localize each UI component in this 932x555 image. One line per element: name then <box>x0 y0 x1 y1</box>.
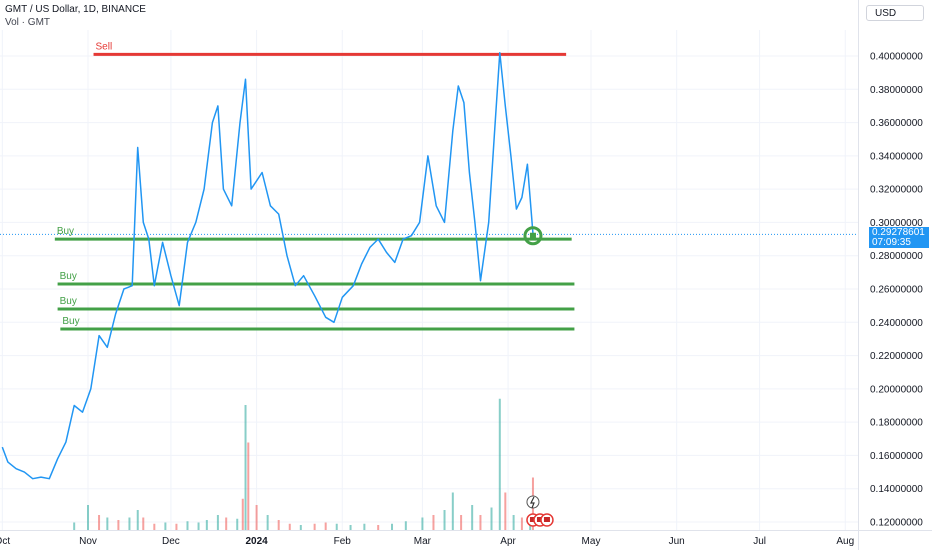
volume-bar <box>479 515 481 530</box>
volume-bar <box>421 518 423 531</box>
y-tick-label: 0.28000000 <box>870 251 923 262</box>
volume-bar <box>198 523 200 531</box>
volume-bar <box>325 523 327 531</box>
volume-bar <box>521 518 523 531</box>
volume-bar <box>513 515 515 530</box>
x-tick-label: Apr <box>500 536 516 547</box>
price-series-line <box>2 53 533 479</box>
volume-bar <box>206 520 208 530</box>
volume-bar <box>504 493 506 531</box>
volume-bar <box>236 519 238 530</box>
volume-bar <box>242 499 244 530</box>
volume-bar <box>175 524 177 530</box>
sell-label: Sell <box>96 41 113 52</box>
grid-layer <box>0 30 858 530</box>
volume-bar <box>245 405 247 530</box>
volume-bar <box>336 524 338 530</box>
volume-bar <box>377 525 379 530</box>
volume-bar <box>432 515 434 530</box>
y-tick-label: 0.24000000 <box>870 318 923 329</box>
volume-bar <box>98 515 100 530</box>
x-tick-label: Aug <box>836 536 854 547</box>
volume-bar <box>142 518 144 531</box>
y-tick-label: 0.36000000 <box>870 118 923 129</box>
volume-bar <box>499 399 501 530</box>
buy-label: Buy <box>57 226 74 237</box>
x-tick-label: 2024 <box>245 536 268 547</box>
y-tick-label: 0.20000000 <box>870 384 923 395</box>
y-tick-label: 0.40000000 <box>870 52 923 63</box>
y-tick-label: 0.18000000 <box>870 418 923 429</box>
volume-bar <box>186 521 188 530</box>
y-tick-label: 0.26000000 <box>870 285 923 296</box>
x-tick-label: May <box>582 536 601 547</box>
y-tick-label: 0.32000000 <box>870 185 923 196</box>
volume-bar <box>117 520 119 530</box>
volume-bar <box>289 524 291 530</box>
volume-bar <box>300 525 302 530</box>
x-tick-label: Jul <box>753 536 766 547</box>
last-price-tag: 0.29278601 07:09:35 <box>869 227 929 248</box>
buy-label: Buy <box>60 296 77 307</box>
volume-bar <box>314 524 316 530</box>
x-axis: Oct Nov Dec 2024 Feb Mar Apr May Jun Jul Aug <box>0 531 932 548</box>
x-tick-label: Oct <box>0 536 10 547</box>
volume-bar <box>87 505 89 530</box>
chart-title: GMT / US Dollar, 1D, BINANCE <box>5 4 146 15</box>
volume-bar <box>73 523 75 531</box>
x-tick-label: Jun <box>669 536 685 547</box>
buy-label: Buy <box>62 316 79 327</box>
volume-bar <box>106 518 108 531</box>
y-axis: 0.40000000 0.38000000 0.36000000 0.34000000… <box>859 0 924 550</box>
volume-label: Vol · GMT <box>5 17 50 28</box>
volume-bar <box>247 443 249 531</box>
buy-label: Buy <box>60 271 77 282</box>
volume-bar <box>128 518 130 531</box>
volume-bar <box>217 515 219 530</box>
volume-bar <box>460 515 462 530</box>
x-tick-label: Mar <box>414 536 432 547</box>
y-tick-label: 0.38000000 <box>870 85 923 96</box>
volume-bar <box>444 510 446 530</box>
series-layer <box>2 53 541 479</box>
volume-bar <box>256 505 258 530</box>
last-price-countdown: 07:09:35 <box>872 238 927 248</box>
volume-bar <box>452 493 454 531</box>
volume-bar <box>471 505 473 530</box>
y-tick-label: 0.12000000 <box>870 518 923 529</box>
x-tick-label: Nov <box>79 536 97 547</box>
y-tick-label: 0.22000000 <box>870 351 923 362</box>
volume-bar <box>491 508 493 531</box>
volume-layer <box>73 399 534 530</box>
events-layer <box>527 496 553 526</box>
volume-bar <box>405 521 407 530</box>
volume-bar <box>164 523 166 531</box>
volume-bar <box>391 524 393 530</box>
volume-bar <box>350 525 352 530</box>
volume-bar <box>278 520 280 530</box>
volume-bar <box>363 524 365 530</box>
volume-bar <box>137 510 139 530</box>
currency-button[interactable]: USD <box>866 5 924 21</box>
x-tick-label: Feb <box>334 536 352 547</box>
volume-bar <box>225 518 227 531</box>
y-tick-label: 0.16000000 <box>870 451 923 462</box>
volume-bar <box>153 524 155 530</box>
y-tick-label: 0.14000000 <box>870 484 923 495</box>
y-tick-label: 0.34000000 <box>870 151 923 162</box>
x-tick-label: Dec <box>162 536 180 547</box>
event-flag-glyph <box>544 517 550 522</box>
volume-bar <box>267 515 269 530</box>
highlight-marker <box>530 233 536 239</box>
